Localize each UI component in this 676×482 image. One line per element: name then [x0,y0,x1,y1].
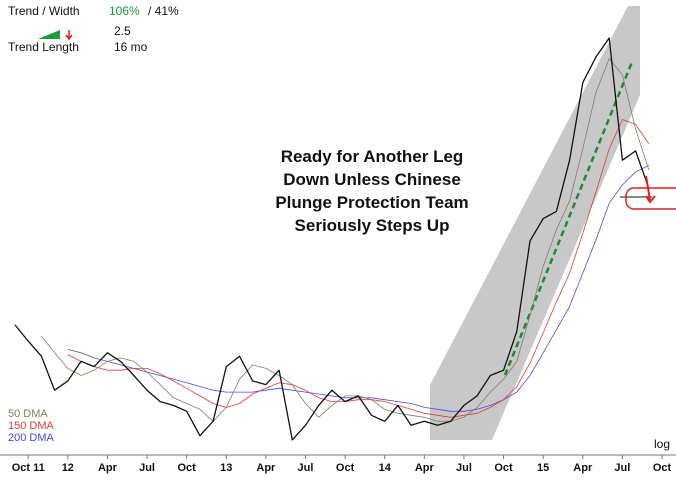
x-tick-label: Jul [139,462,155,474]
x-tick-label: Oct 11 [12,462,45,474]
stat-label: Trend / Width [8,4,80,18]
down-arrow [645,175,656,204]
x-tick-label: 15 [537,462,549,474]
x-tick-label: Oct [336,462,355,474]
lines [14,37,650,441]
scale-label: log [654,437,670,451]
series-line [41,58,650,422]
x-tick-label: 14 [379,462,392,474]
stat-value: / 41% [148,4,179,18]
x-tick-label: Jul [456,462,472,474]
trend-line [503,61,634,376]
legend-entry: 150 DMA [8,420,55,432]
trend-channel [430,6,640,440]
annotation: Plunge Protection Team [275,193,468,212]
x-tick-label: Apr [98,462,118,474]
x-tick-label: Oct [177,462,196,474]
series-line [67,119,650,418]
highlight-box [625,187,676,210]
x-tick-label: Oct [494,462,513,474]
slope-arrow [65,30,73,41]
slope-icon [38,30,60,39]
x-tick-label: Apr [256,462,276,474]
x-tick-label: Apr [573,462,593,474]
stat-value: 106% [109,4,140,18]
annotation: Seriously Steps Up [295,216,450,235]
x-tick-label: Oct [653,462,672,474]
x-tick-label: 12 [62,462,74,474]
legend-entry: 200 DMA [8,432,55,444]
series-line [67,165,649,412]
stat-value: 16 mo [114,40,148,54]
x-tick-label: Jul [614,462,630,474]
x-tick-label: Apr [415,462,435,474]
x-tick-label: Jul [298,462,314,474]
annotation: Ready for Another Leg [281,147,464,166]
stat-label: Trend Length [8,40,79,54]
x-tick-label: 13 [220,462,232,474]
series-line [14,37,650,441]
annotation: Down Unless Chinese [283,170,461,189]
legend-entry: 50 DMA [8,408,48,420]
stat-value: 2.5 [114,24,131,38]
